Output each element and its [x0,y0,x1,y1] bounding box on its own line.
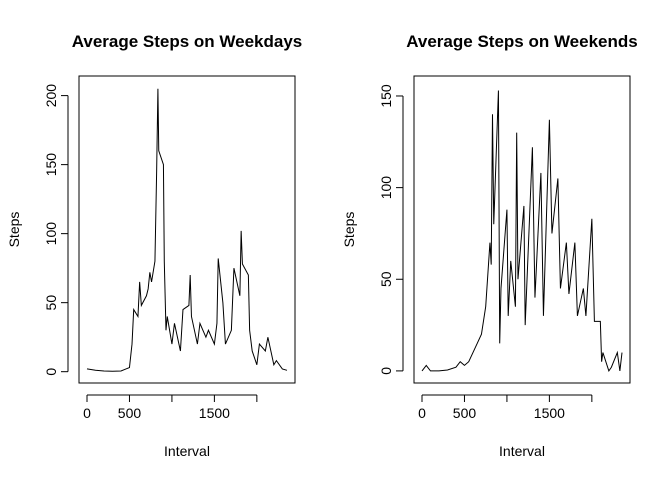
y-tick-label: 100 [378,176,394,200]
y-axis-label: Steps [6,212,22,248]
y-tick-label: 200 [43,84,59,108]
plot-box [78,75,296,384]
x-tick-label: 0 [418,405,426,421]
panel: Average Steps on Weekdays Interval Steps 0 5… [6,32,302,459]
x-tick-label: 500 [118,405,142,421]
x-axis-label: Interval [164,443,210,459]
y-tick-label: 150 [378,84,394,108]
x-tick-label: 500 [453,405,477,421]
data-line [86,88,288,372]
x-tick-label: 0 [83,405,91,421]
chart-title: Average Steps on Weekdays [72,32,303,51]
x-tick-label: 1500 [534,405,565,421]
y-tick-label: 50 [378,271,394,287]
y-tick-label: 150 [43,153,59,177]
x-tick-label: 1500 [199,405,230,421]
y-tick-label: 0 [378,367,394,375]
data-line [421,90,623,373]
y-tick-label: 50 [43,295,59,311]
chart-title: Average Steps on Weekends [406,32,637,51]
y-tick-label: 100 [43,222,59,246]
y-tick-label: 0 [43,368,59,376]
plot-box [413,75,631,384]
panel: Average Steps on Weekends Interval Steps 0 5… [341,32,638,459]
x-axis-label: Interval [499,443,545,459]
y-axis-label: Steps [341,212,357,248]
